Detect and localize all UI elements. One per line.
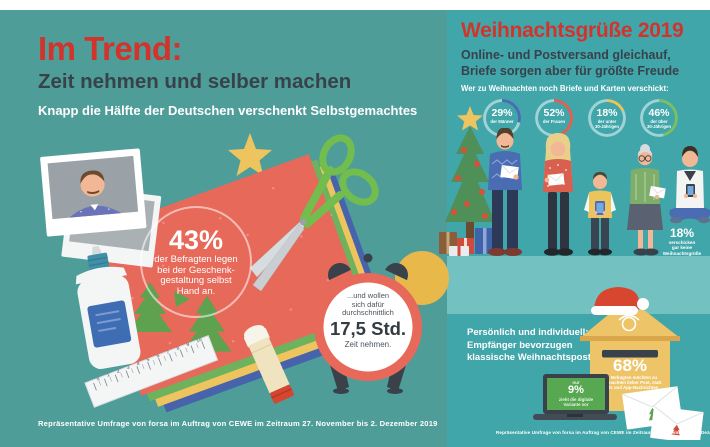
person-sitting-phone [669,146,710,224]
bottom-headline: Persönlich und individuell: Empfänger be… [467,327,591,363]
person-boy-phone [584,172,616,256]
stat-43-value: 43% [168,225,224,255]
fir-cutout-icon [128,282,172,332]
envelopes-icon [621,386,704,440]
donut-value: 29% [491,107,513,119]
envelope-icon [649,185,666,199]
no-greetings-caption: verschicken gar keine Weihnachtsgrüße [662,240,702,256]
laptop-icon [533,374,617,420]
stat-circle-43: 43% der Befragten legen bei der Geschenk… [140,206,252,318]
people-scene [439,128,710,256]
donut-section-label: Wer zu Weihnachten noch Briefe und Karte… [461,84,669,93]
glue-stick-illustration [244,325,294,404]
post-horn-icon [618,314,640,332]
donut-value: 18% [596,107,618,119]
donut-label: der Frauen [542,119,566,124]
donut-label: der Männer [490,119,514,124]
left-subtitle: Zeit nehmen und selber machen [38,70,352,93]
alarm-clock-icon [314,251,449,394]
donut-ring [640,99,678,137]
stat-laptop: nur 9% zieht die digitale Variante vor [547,380,605,407]
christmas-tree-illustration [445,106,495,254]
scissors-icon [249,134,379,292]
stat-circle-hours: ...und wollen sich dafür durchschnittlic… [320,291,416,349]
hours-intro: ...und wollen sich dafür durchschnittlic… [342,291,394,317]
floor-band [447,256,710,314]
person-grandma-envelope [627,144,666,256]
santa-hat-icon [591,287,649,315]
ruler-illustration [84,335,219,408]
polaroid-photo-front [40,148,147,237]
donut-label: der unter 30-Jährigen [594,119,620,129]
donut-value: 46% [648,107,670,119]
mail-slot [602,350,658,358]
person-woman-sweater [543,133,573,256]
donut-ring [535,99,573,137]
donut-label: der über 30-Jährigen [646,119,672,129]
donut-ring [588,99,626,137]
laptop-pre: nur [572,380,580,385]
hours-value: 17,5 Std. [329,317,407,339]
stat-donut-under30: 18% der unter 30-Jährigen [588,99,626,137]
tree-star-icon [457,106,483,131]
photo-portrait-man [69,170,122,218]
stamp-tree-icon [671,424,680,436]
right-subtitle: Online- und Postversand gleichauf, Brief… [461,48,680,78]
glasses-icon [638,155,652,162]
stat-donut-women: 52% der Frauen [535,99,573,137]
right-footnote: Repräsentative Umfrage von forsa im Auft… [496,430,710,435]
glue-bottle-illustration [75,245,141,369]
mailbox-value: 68% [612,356,648,375]
stat-donut-over30: 46% der über 30-Jährigen [640,99,678,137]
gift-boxes-illustration [439,228,494,256]
stat-43-caption: der Befragten legen bei der Geschenk- ge… [154,254,238,297]
laptop-value: 9% [568,384,584,396]
person-man-sweater [488,128,522,256]
donut-value: 52% [543,107,565,119]
fir-cutout-icon [182,295,232,352]
hours-suffix: Zeit nehmen. [344,339,392,349]
left-tagline: Knapp die Hälfte der Deutschen verschenk… [38,103,418,118]
right-title: Weihnachtsgrüße 2019 [461,19,684,42]
tree-baubles [451,147,488,219]
stat-no-greetings: 18% verschicken gar keine Weihnachtsgrüß… [656,227,708,256]
laptop-caption: zieht die digitale Variante vor [558,396,594,407]
left-footnote: Repräsentative Umfrage von forsa im Auft… [38,419,438,428]
no-greetings-value: 18% [669,226,695,240]
star-icon [228,133,272,176]
left-title: Im Trend: [38,30,183,67]
envelope-icon [547,172,565,186]
